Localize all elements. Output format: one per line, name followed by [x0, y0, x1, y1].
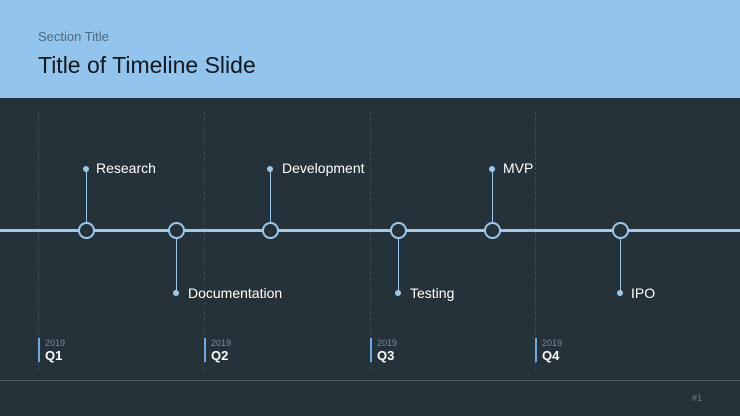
- event-node-mvp: [484, 222, 501, 239]
- event-label-ipo: IPO: [631, 285, 656, 301]
- quarter-marker-q3: 2019 Q3: [370, 338, 398, 363]
- event-stem: [86, 169, 87, 224]
- quarter-guide-line: [204, 112, 205, 370]
- quarter-marker-q1: 2019 Q1: [38, 338, 66, 363]
- event-stem: [398, 238, 399, 293]
- event-dot: [173, 290, 179, 296]
- quarter-name: Q2: [211, 348, 229, 363]
- quarter-marker-q4: 2019 Q4: [535, 338, 563, 363]
- footer-divider: [0, 380, 740, 381]
- quarter-name: Q3: [377, 348, 395, 363]
- event-node-testing: [390, 222, 407, 239]
- event-label-development: Development: [282, 160, 365, 176]
- quarter-marker-q2: 2019 Q2: [204, 338, 232, 363]
- quarter-name: Q1: [45, 348, 63, 363]
- event-dot: [267, 166, 273, 172]
- event-label-research: Research: [96, 160, 156, 176]
- event-node-development: [262, 222, 279, 239]
- quarter-guide-line: [370, 112, 371, 370]
- quarter-year: 2019: [45, 338, 66, 348]
- event-node-ipo: [612, 222, 629, 239]
- quarter-year: 2019: [542, 338, 563, 348]
- quarter-guide-line: [535, 112, 536, 370]
- section-title: Section Title: [38, 29, 109, 44]
- event-node-documentation: [168, 222, 185, 239]
- event-label-testing: Testing: [410, 285, 455, 301]
- event-dot: [83, 166, 89, 172]
- timeline-axis: [0, 229, 740, 232]
- event-dot: [489, 166, 495, 172]
- slide-header: Section Title Title of Timeline Slide: [0, 0, 740, 98]
- event-stem: [620, 238, 621, 293]
- event-node-research: [78, 222, 95, 239]
- quarter-year: 2019: [377, 338, 398, 348]
- event-stem: [176, 238, 177, 293]
- slide-title: Title of Timeline Slide: [38, 52, 256, 78]
- page-number: #1: [691, 393, 702, 403]
- quarter-year: 2019: [211, 338, 232, 348]
- quarter-guide-line: [38, 112, 39, 370]
- event-stem: [492, 169, 493, 224]
- quarter-name: Q4: [542, 348, 560, 363]
- event-label-documentation: Documentation: [188, 285, 283, 301]
- event-label-mvp: MVP: [503, 160, 534, 176]
- event-dot: [395, 290, 401, 296]
- event-stem: [270, 169, 271, 224]
- event-dot: [617, 290, 623, 296]
